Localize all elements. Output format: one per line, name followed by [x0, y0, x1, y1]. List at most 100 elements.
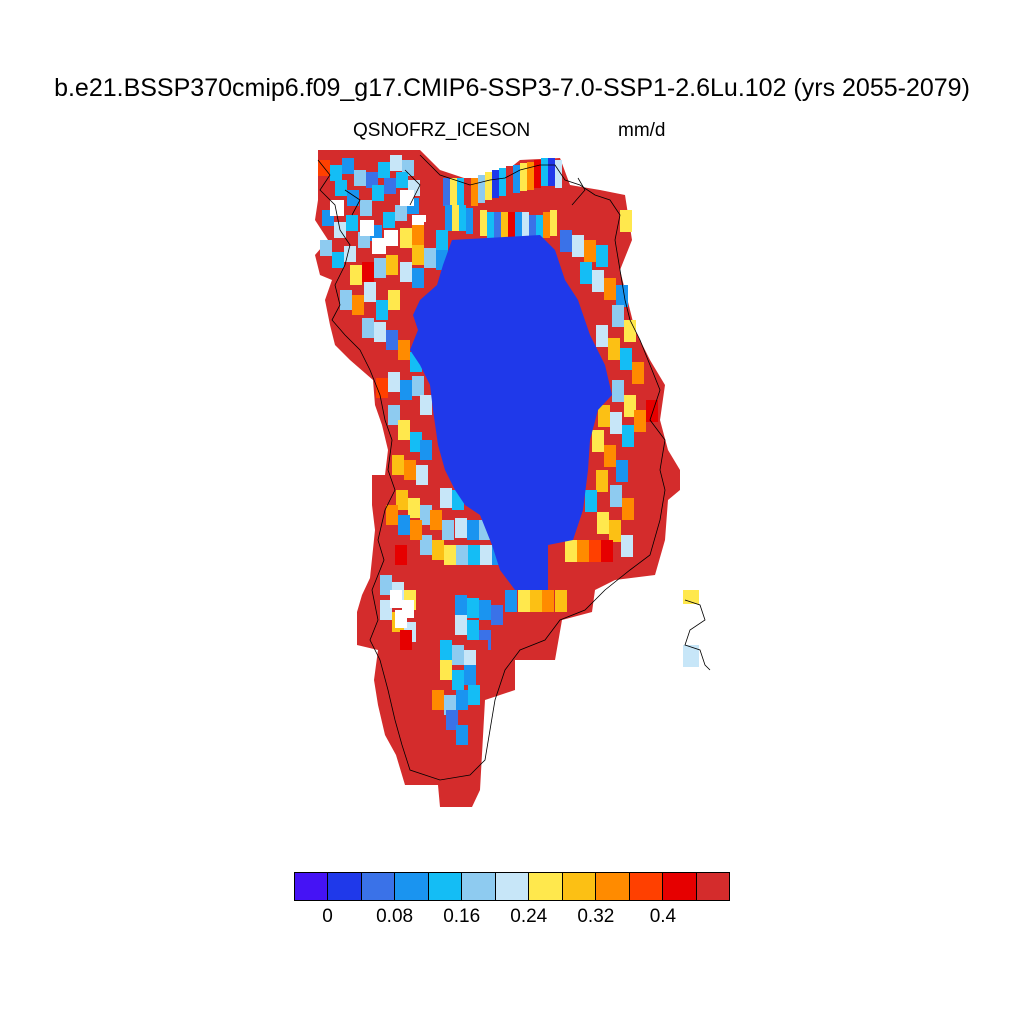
grid-cell [444, 545, 456, 565]
units-label: mm/d [618, 120, 666, 141]
grid-cell [596, 325, 608, 347]
grid-cell [612, 380, 624, 402]
grid-cell [612, 305, 624, 327]
grid-cell [420, 395, 432, 415]
colorbar-swatch [562, 873, 597, 900]
grid-cell [604, 445, 616, 467]
grid-cell [624, 395, 636, 417]
grid-cell [352, 295, 364, 315]
grid-cell [376, 378, 388, 398]
grid-cell [529, 215, 536, 241]
grid-cell [608, 338, 620, 360]
grid-cell [395, 205, 407, 221]
grid-cell [404, 460, 416, 480]
grid-cell [410, 520, 422, 540]
coastline-islands [344, 169, 586, 216]
grid-cell [440, 640, 452, 660]
grid-cell [455, 595, 467, 615]
grid-cell [480, 545, 492, 565]
grid-cell [632, 362, 644, 384]
colorbar-tick-label: 0.24 [510, 906, 548, 927]
grid-cell [388, 290, 400, 310]
grid-cell [420, 505, 432, 525]
colorbar-swatch [428, 873, 463, 900]
grid-cell [344, 246, 356, 262]
grid-cell [478, 175, 485, 203]
grid-cell [390, 155, 402, 171]
grid-cell [388, 372, 400, 392]
grid-cell [395, 545, 407, 565]
colorbar-swatch [696, 873, 730, 900]
grid-cell [683, 645, 699, 667]
grid-cell [366, 172, 378, 188]
grid-cell [346, 215, 358, 231]
grid-cell [530, 590, 542, 612]
grid-cell [374, 322, 386, 342]
grid-cell [330, 165, 342, 181]
grid-cell [479, 600, 491, 620]
grid-cell [646, 400, 658, 422]
grid-cell [452, 205, 459, 231]
colorbar-swatch [361, 873, 396, 900]
coastline-iceland [684, 599, 711, 671]
grid-cell [620, 348, 632, 370]
grid-cell [408, 498, 420, 518]
grid-cell [383, 212, 395, 228]
grid-cell [565, 540, 577, 562]
grid-cell [501, 212, 508, 238]
grid-cell [398, 515, 410, 535]
grid-cell [420, 440, 432, 460]
grid-cell [616, 460, 628, 482]
colorbar-tick-label: 0.08 [376, 906, 414, 927]
grid-cell [492, 170, 499, 198]
grid-cell [372, 185, 384, 201]
grid-cell [376, 300, 388, 320]
colorbar-tick-label: 0 [322, 906, 333, 927]
grid-cell [354, 170, 366, 186]
grid-cell [592, 270, 604, 292]
colorbar-swatch [328, 873, 362, 900]
grid-cell [508, 212, 515, 238]
grid-cell [585, 490, 597, 512]
grid-cell [360, 200, 372, 216]
grid-cell [412, 376, 424, 396]
grid-cell [386, 330, 398, 350]
grid-cell [555, 160, 562, 188]
grid-cell [467, 520, 479, 540]
grid-cell-empty [390, 590, 402, 608]
grid-cell-empty [400, 190, 414, 206]
grid-cell [550, 210, 557, 236]
grid-cell [506, 166, 513, 194]
grid-cells [318, 155, 699, 745]
grid-cell [410, 432, 422, 452]
grid-cell [456, 545, 468, 565]
season-label: SON [489, 120, 531, 141]
grid-cell [416, 465, 428, 485]
grid-cell [392, 455, 404, 475]
grid-cell [396, 490, 408, 510]
grid-cell [610, 485, 622, 507]
grid-cell [467, 620, 479, 640]
coastline-west [317, 154, 666, 781]
grid-cell [466, 208, 473, 234]
grid-cell [560, 230, 572, 252]
grid-cell [456, 725, 468, 745]
grid-cell [622, 425, 634, 447]
grid-cell [520, 163, 527, 191]
grid-cell [320, 240, 332, 256]
grid-cell-empty [384, 230, 398, 246]
grid-cell [400, 630, 412, 650]
grid-cell [505, 590, 517, 612]
grid-cell [445, 205, 452, 231]
grid-cell [518, 590, 530, 612]
grid-cell [388, 405, 400, 425]
grid-cell [480, 210, 487, 236]
grid-cell [374, 258, 386, 278]
grid-cell [396, 172, 408, 188]
grid-cell [442, 520, 454, 540]
grid-cell [446, 710, 458, 730]
grid-cell [400, 262, 412, 282]
grid-cell [342, 158, 354, 174]
grid-cell [604, 278, 616, 300]
grid-cell [634, 410, 646, 432]
